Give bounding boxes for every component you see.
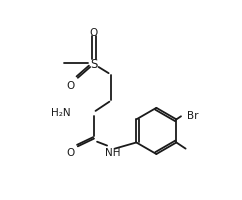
Text: O: O [90,28,98,38]
Text: S: S [90,57,98,70]
Text: NH: NH [105,148,120,158]
Text: O: O [67,80,75,90]
Text: H₂N: H₂N [51,108,71,118]
Text: Br: Br [187,110,199,120]
Text: O: O [66,148,74,158]
